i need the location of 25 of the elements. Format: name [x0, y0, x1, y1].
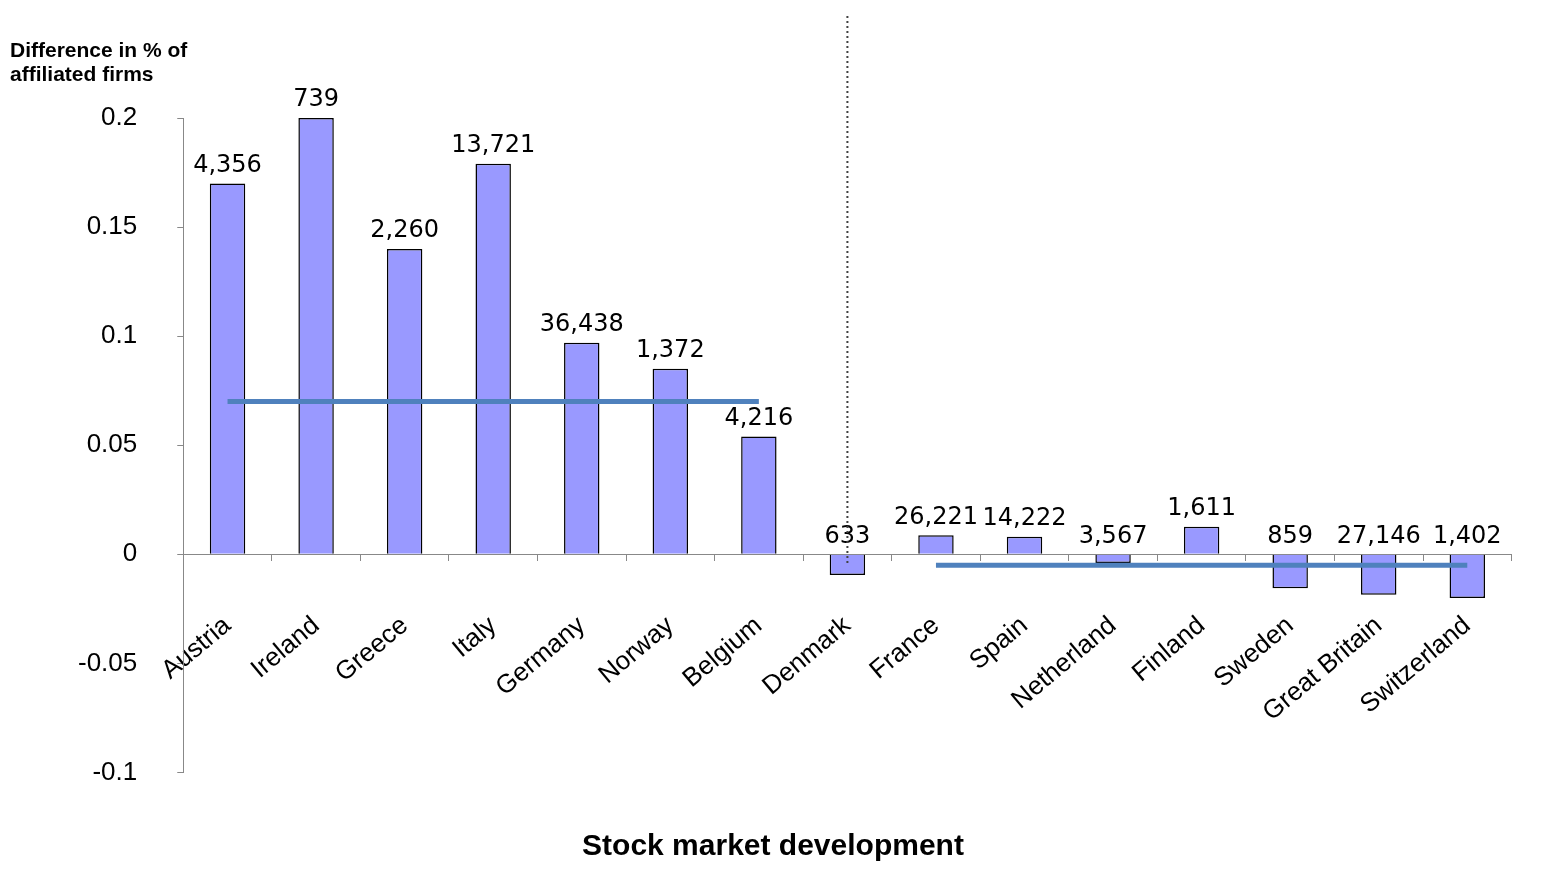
y-tick-label: -0.05 — [78, 646, 138, 677]
y-axis-title: Difference in % of affiliated firms — [10, 38, 189, 86]
annotation: 26,221 — [893, 501, 978, 530]
annotation: 739 — [293, 84, 339, 113]
annotation: 36,438 — [539, 308, 624, 337]
x-tick-label: Italy — [445, 609, 502, 663]
annotation: 4,216 — [724, 402, 794, 431]
annotation: 1,372 — [635, 335, 705, 364]
y-tick-label: 0 — [122, 537, 138, 568]
y-tick-label: 0.1 — [101, 319, 138, 350]
annotation: 633 — [824, 520, 871, 549]
annotation: 27,146 — [1336, 520, 1421, 549]
annotation: 2,260 — [370, 215, 439, 244]
y-tick-label: 0.2 — [101, 101, 138, 132]
annotation: 859 — [1267, 520, 1314, 549]
y-tick-label: -0.1 — [92, 755, 138, 786]
annotation: 1,402 — [1432, 520, 1502, 549]
y-tick-label: 0.05 — [86, 428, 138, 459]
annotation: 1,611 — [1167, 493, 1236, 522]
y-tick-label: 0.15 — [86, 210, 138, 241]
annotation: 13,721 — [451, 130, 536, 159]
annotation: 3,567 — [1078, 520, 1148, 549]
annotation: 4,356 — [193, 149, 262, 178]
annotation: 14,222 — [982, 503, 1067, 532]
x-axis-title: Stock market development — [581, 828, 965, 862]
